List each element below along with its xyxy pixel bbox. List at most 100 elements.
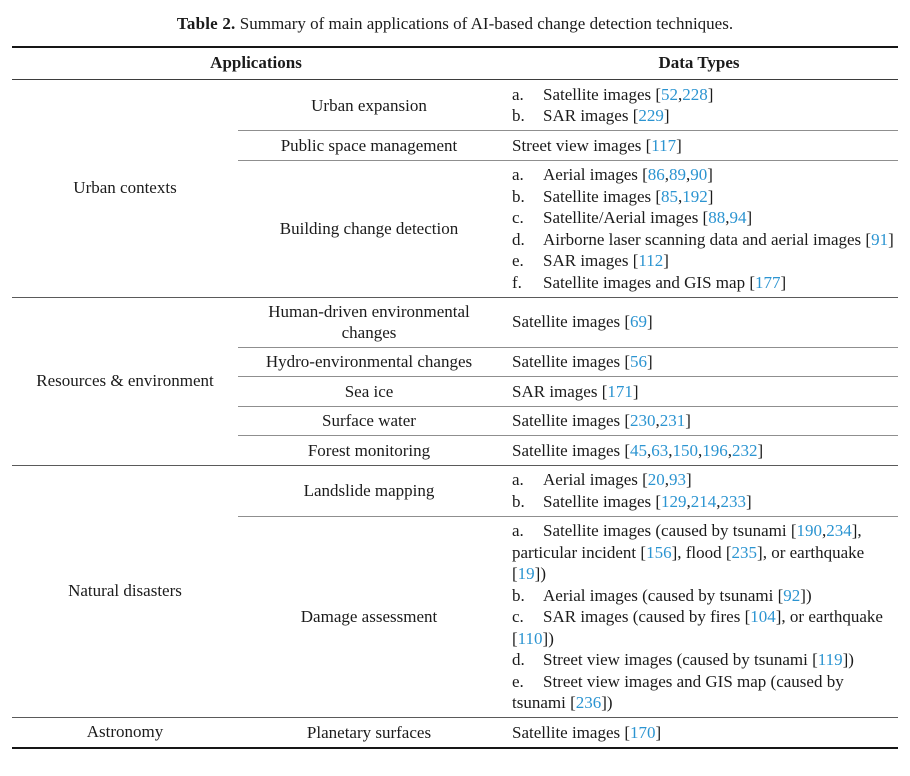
table-row: Landslide mapping a. Aerial images [20,93]… [238,466,898,516]
data-type-entry: c. Satellite/Aerial images [88,94] [512,208,753,227]
table-row: Building change detection a. Aerial images… [238,159,898,297]
list-marker: a. [512,521,524,540]
list-marker: b. [512,491,525,511]
table-row: Forest monitoring Satellite images [45,63… [238,435,898,465]
citation-link[interactable]: 69 [630,312,648,332]
citation-link[interactable]: 19 [517,564,535,583]
table-row: Public space management Street view image… [238,130,898,160]
citation-link[interactable]: 196 [702,440,728,460]
data-type-entry: a. Satellite images (caused by tsunami [1… [512,521,865,583]
table-caption: Table 2. Summary of main applications of… [0,0,910,46]
citation-link[interactable]: 112 [638,251,664,270]
citation-link[interactable]: 93 [669,470,687,489]
data-types-cell: Satellite images [45,63,150,196,232] [500,436,898,465]
table-row: Urban expansion a. Satellite images [52,22… [238,80,898,130]
citation-link[interactable]: 117 [651,135,677,155]
list-marker: c. [512,607,524,626]
category-cell: Urban contexts [73,178,177,198]
citation-link[interactable]: 171 [607,381,633,401]
data-types-cell: SAR images [171] [500,377,898,406]
citation-link[interactable]: 236 [575,693,602,712]
citation-link[interactable]: 20 [647,470,665,489]
citation-link[interactable]: 235 [731,542,758,562]
application-cell: Public space management [280,135,458,155]
list-marker: b. [512,585,525,605]
citation-link[interactable]: 56 [630,352,648,371]
citation-link[interactable]: 89 [669,165,687,184]
data-type-entry: a. Aerial images [20,93] [512,470,692,489]
application-cell: Landslide mapping [303,481,435,500]
list-marker: a. [512,165,524,184]
data-type-entry: e. SAR images [112] [512,251,669,270]
category-cell: Astronomy [86,722,164,742]
data-type-entry: a. Satellite images [52,228] [512,84,714,104]
data-type-entry: b. Satellite images [85,192] [512,186,714,206]
citation-link[interactable]: 232 [732,440,758,460]
data-types-cell: a. Satellite images (caused by tsunami [1… [500,517,898,718]
table-caption-label: Table 2. [176,14,236,33]
section-rows: Urban expansion a. Satellite images [52,22… [238,80,898,297]
applications-table: Applications Data Types Urban contexts Ur… [12,46,898,749]
table-section: Astronomy Planetary surfaces Satellite ima… [12,717,898,747]
list-marker: a. [512,470,524,489]
citation-link[interactable]: 63 [651,440,669,460]
citation-link[interactable]: 233 [720,491,747,511]
citation-link[interactable]: 85 [661,186,679,206]
citation-link[interactable]: 129 [661,491,687,511]
citation-link[interactable]: 192 [682,186,708,206]
citation-link[interactable]: 190 [796,521,823,540]
list-marker: b. [512,186,525,206]
citation-link[interactable]: 94 [729,208,747,227]
table-body: Urban contexts Urban expansion a. Satellite… [12,80,898,747]
data-type-entry: b. Aerial images (caused by tsunami [92]) [512,585,812,605]
column-header-applications: Applications [210,53,302,72]
table-caption-text: Summary of main applications of AI-based… [239,14,734,33]
citation-link[interactable]: 119 [817,650,843,669]
citation-link[interactable]: 150 [672,440,699,460]
data-types-cell: Satellite images [230,231] [500,407,898,436]
citation-link[interactable]: 230 [630,411,656,430]
citation-link[interactable]: 45 [630,440,648,460]
citation-link[interactable]: 88 [708,208,726,227]
data-type-entry: c. SAR images (caused by fires [104], or … [512,607,883,648]
category-cell: Resources & environment [36,371,214,390]
data-type-entry: Satellite images [170] [512,722,662,742]
citation-link[interactable]: 156 [646,542,672,562]
data-type-entry: Satellite images [56] [512,352,653,371]
citation-link[interactable]: 110 [517,628,543,648]
list-marker: d. [512,650,525,669]
table-row: Damage assessment a. Satellite images (cau… [238,515,898,718]
list-marker: d. [512,229,525,249]
data-types-cell: a. Aerial images [20,93] b. Satellite image… [500,466,898,516]
table-section: Urban contexts Urban expansion a. Satellite… [12,80,898,297]
data-types-cell: Satellite images [56] [500,348,898,377]
data-type-entry: Satellite images [45,63,150,196,232] [512,440,764,460]
data-type-entry: Satellite images [69] [512,312,653,332]
citation-link[interactable]: 234 [826,521,852,540]
citation-link[interactable]: 86 [647,165,665,184]
citation-link[interactable]: 170 [630,722,656,742]
citation-link[interactable]: 229 [638,106,664,125]
table-row: Hydro-environmental changes Satellite ima… [238,346,898,377]
application-cell: Urban expansion [311,95,427,115]
list-marker: b. [512,106,525,125]
citation-link[interactable]: 104 [750,607,776,626]
citation-link[interactable]: 214 [690,491,717,511]
category-cell: Natural disasters [68,581,182,601]
citation-link[interactable]: 177 [754,272,781,292]
list-marker: e. [512,671,524,691]
citation-link[interactable]: 52 [661,84,679,104]
list-marker: a. [512,84,524,104]
application-cell: Hydro-environmental changes [265,352,473,372]
data-type-entry: d. Street view images (caused by tsunami … [512,650,854,669]
citation-link[interactable]: 228 [682,84,708,104]
citation-link[interactable]: 231 [659,411,686,430]
section-rows: Human-driven environmental changes Satell… [238,298,898,465]
application-cell: Forest monitoring [307,440,431,460]
list-marker: f. [512,272,522,292]
citation-link[interactable]: 90 [690,165,708,184]
citation-link[interactable]: 92 [783,585,801,605]
section-rows: Planetary surfaces Satellite images [170] [238,718,898,747]
citation-link[interactable]: 91 [871,229,889,249]
